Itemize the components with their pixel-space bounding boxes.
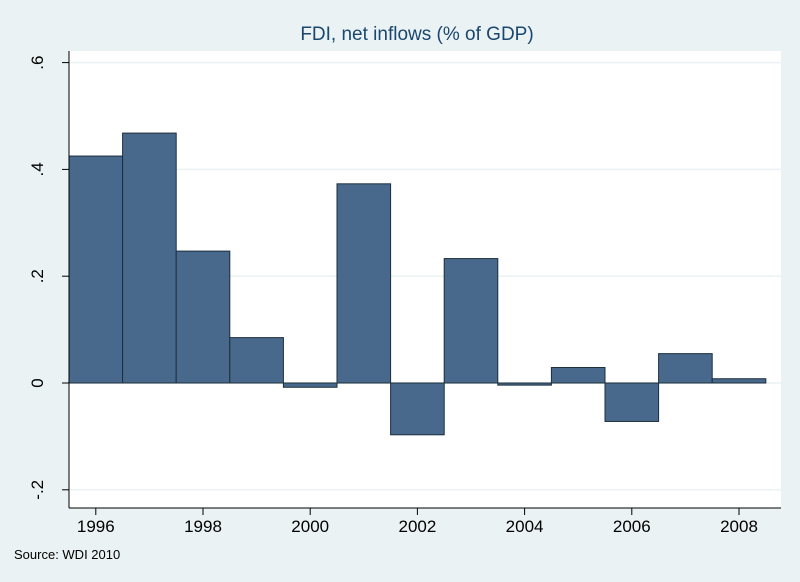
source-note: Source: WDI 2010 — [14, 547, 120, 562]
x-tick-label: 1996 — [77, 517, 115, 536]
y-tick-label: .4 — [28, 162, 47, 176]
x-axis: 1996 1998 2000 2002 2004 2006 2008 — [69, 507, 781, 536]
bar-2003 — [443, 258, 499, 384]
bar-2006 — [604, 382, 660, 422]
y-tick-label: .6 — [28, 56, 47, 70]
x-tick-label: 1998 — [184, 517, 222, 536]
x-tick-label: 2006 — [613, 517, 651, 536]
bar-2005 — [550, 367, 606, 384]
bar-2002 — [390, 382, 445, 436]
y-tick-label: 0 — [28, 378, 47, 387]
x-tick-label: 2000 — [291, 517, 329, 536]
bar-2007 — [658, 353, 713, 384]
bars — [68, 132, 767, 436]
chart-title: FDI, net inflows (% of GDP) — [300, 24, 533, 45]
bar-1998 — [175, 250, 231, 384]
bar-2000 — [282, 382, 338, 388]
x-tick-label: 2004 — [506, 517, 544, 536]
bar-1999 — [229, 337, 284, 384]
y-tick-label: -.2 — [28, 480, 47, 500]
bar-1997 — [122, 132, 177, 384]
bar-2008 — [711, 378, 767, 384]
bar-2004 — [497, 382, 552, 386]
x-tick-label: 2002 — [398, 517, 436, 536]
bar-2001 — [336, 183, 392, 384]
y-tick-label: .2 — [28, 269, 47, 283]
bar-1996 — [68, 155, 124, 384]
x-tick-label: 2008 — [720, 517, 758, 536]
y-axis: -.2 0 .2 .4 .6 — [28, 51, 70, 508]
